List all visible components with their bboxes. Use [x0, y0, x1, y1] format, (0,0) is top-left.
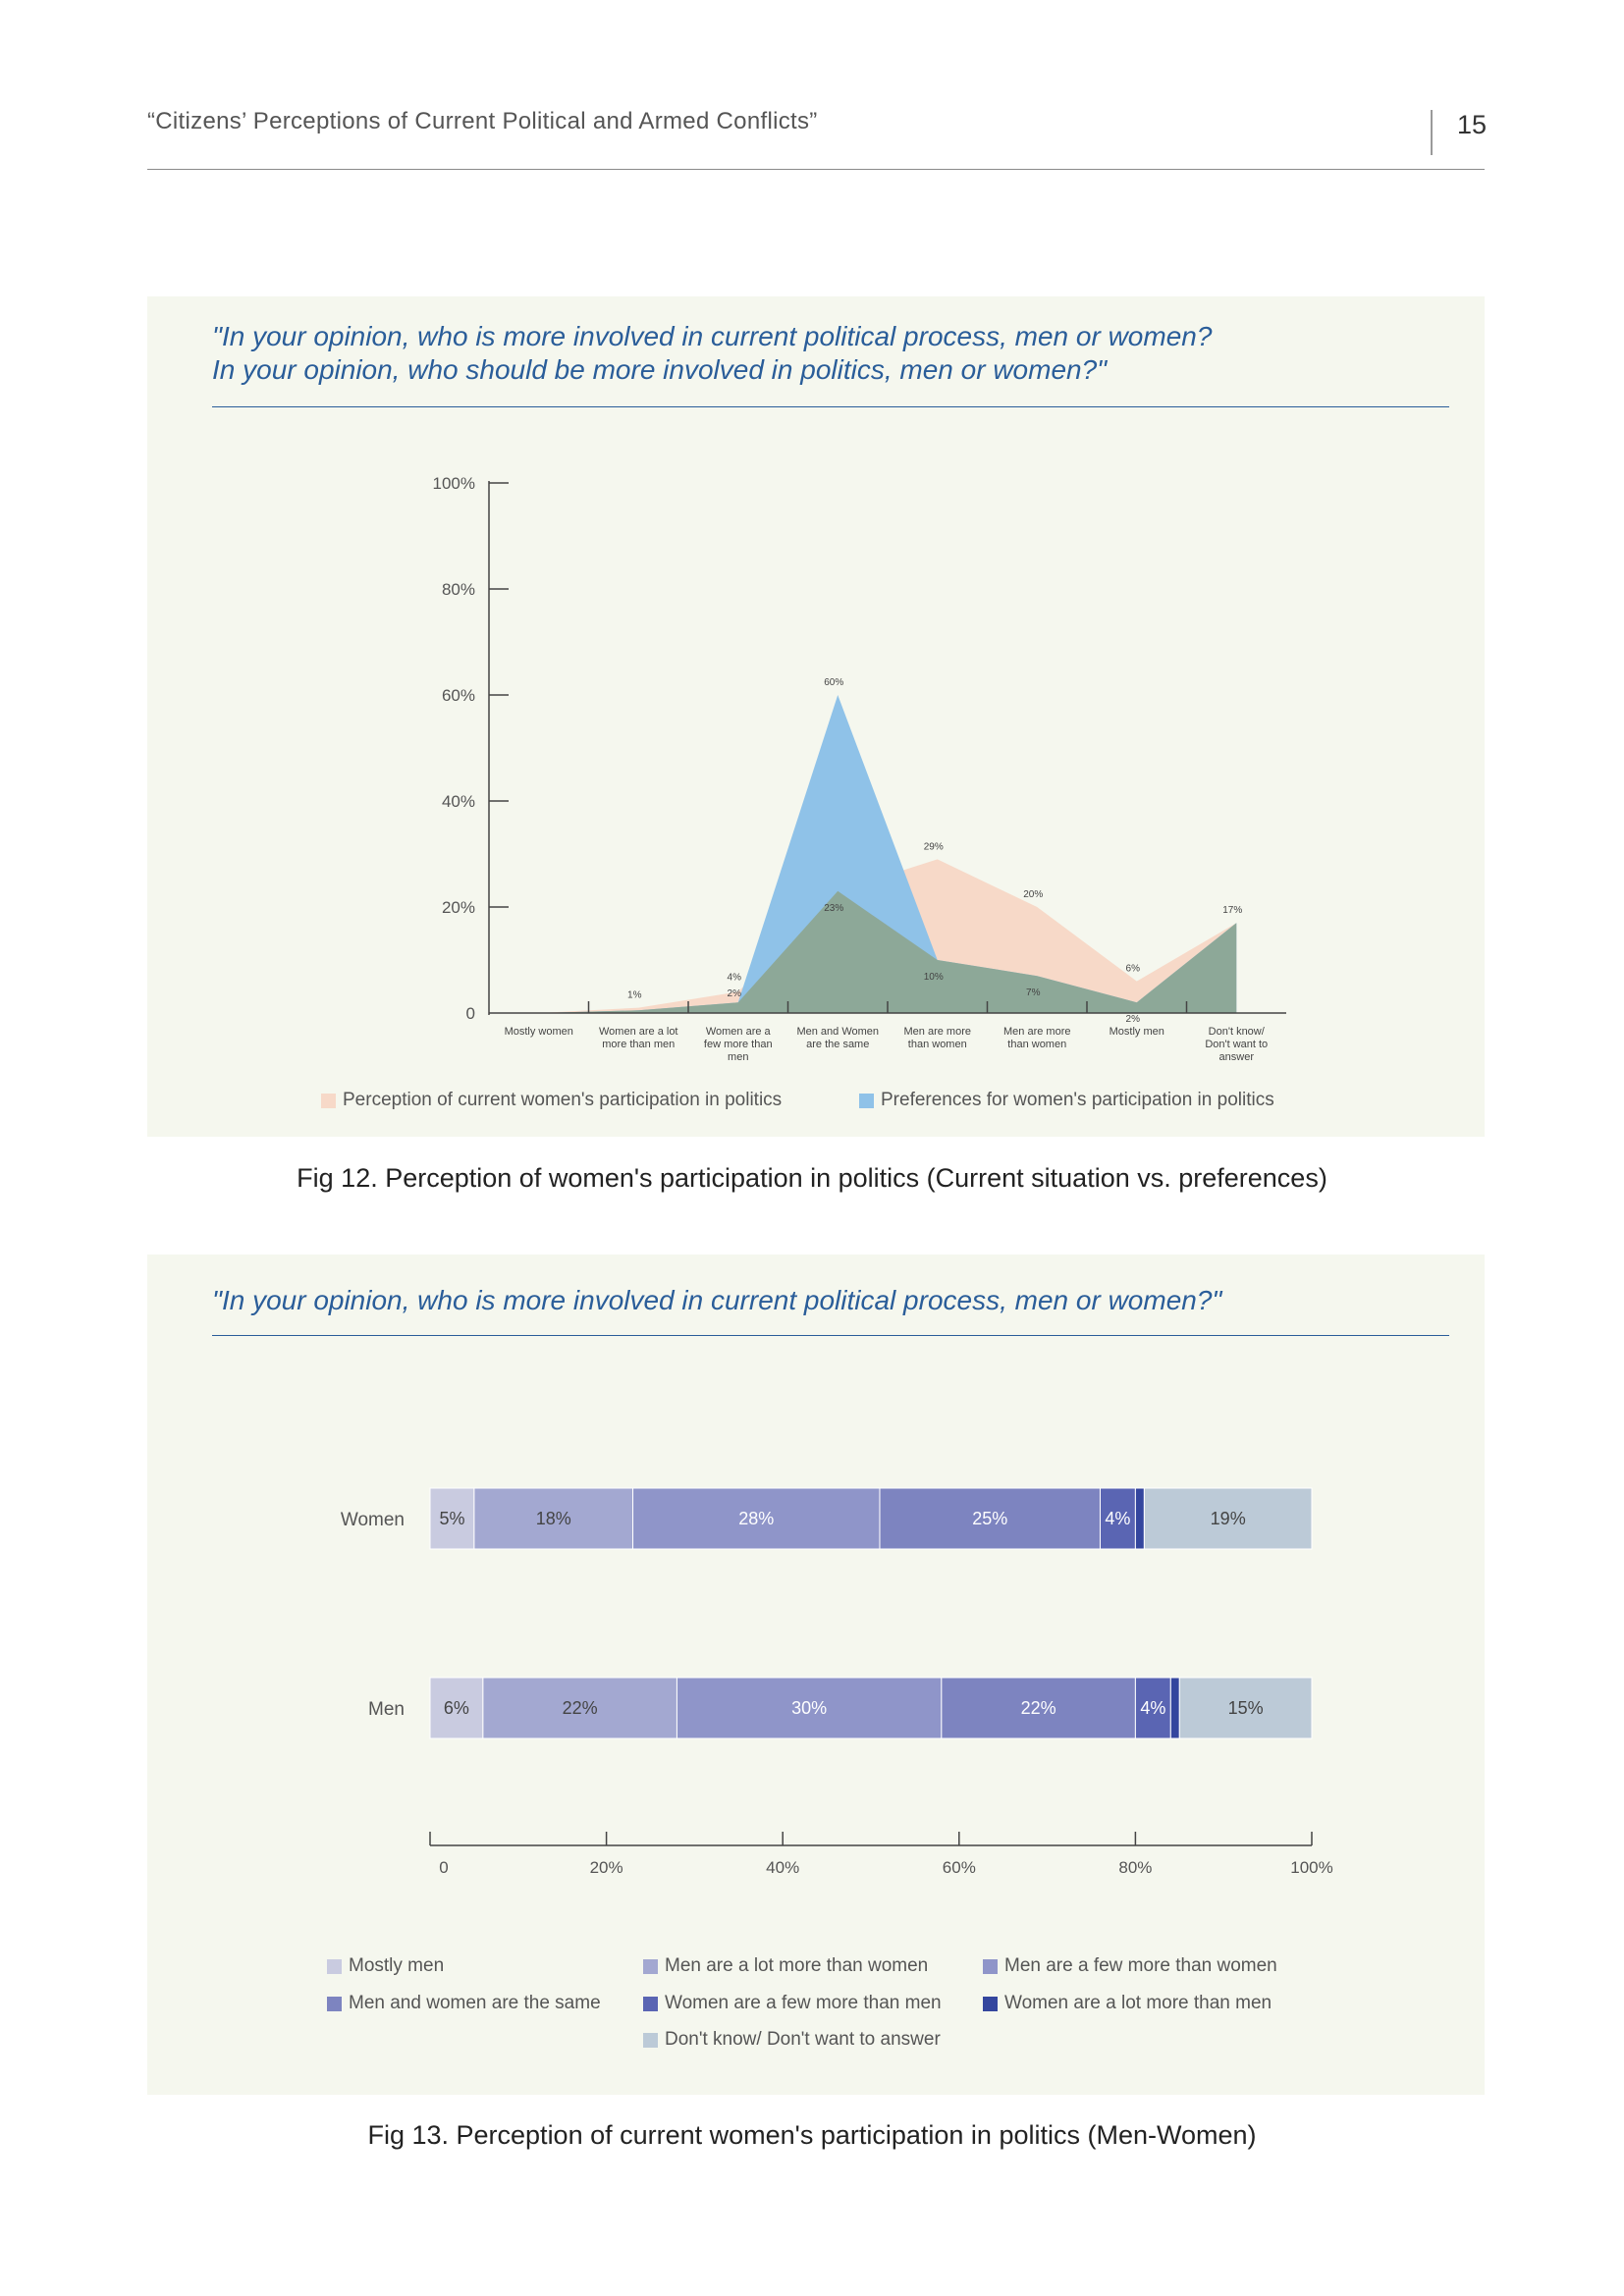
fig12-data-label: 10%: [924, 972, 944, 983]
fig13-legend-label: Mostly men: [349, 1955, 445, 1976]
fig13-bar-segment: [1134, 1677, 1171, 1739]
fig13-bar-segment: [632, 1487, 881, 1550]
fig12-area-1: [538, 695, 1237, 1013]
fig13-data-label: 4%: [1105, 1509, 1130, 1528]
fig12-caption: Fig 12. Perception of women's participat…: [297, 1163, 1327, 1193]
fig13-category-label: Women: [341, 1510, 405, 1530]
fig13-legend-swatch: [327, 1997, 342, 2011]
fig13-legend-label: Women are a lot more than men: [1004, 1993, 1272, 2013]
fig13-legend-label: Men are a few more than women: [1004, 1955, 1277, 1976]
fig13-legend-swatch: [643, 1997, 658, 2011]
fig13-x-tick-label: 20%: [590, 1858, 623, 1877]
fig13-bar-segment: [1178, 1677, 1313, 1739]
fig13-bar-segment: [429, 1487, 475, 1550]
fig13-bar-segment: [429, 1677, 484, 1739]
fig13-legend-swatch: [983, 1997, 998, 2011]
fig13-bar-segment: [879, 1487, 1101, 1550]
fig13-data-label: 18%: [536, 1509, 571, 1528]
fig13-x-tick-label: 100%: [1290, 1858, 1332, 1877]
fig13-legend-swatch: [643, 1959, 658, 1974]
fig13-caption: Fig 13. Perception of current women's pa…: [367, 2120, 1257, 2150]
fig13-x-tick-label: 80%: [1118, 1858, 1152, 1877]
fig13-bar-segment: [482, 1677, 677, 1739]
fig13-legend-label: Women are a few more than men: [665, 1993, 942, 2013]
fig13-bar-segment: [676, 1677, 943, 1739]
fig13-data-label: 22%: [1021, 1698, 1056, 1718]
fig13-category-label: Men: [368, 1699, 405, 1720]
fig12-data-label: 2%: [728, 988, 742, 999]
fig13-question-rule: [212, 1335, 1449, 1336]
fig12-legend-swatch: [321, 1094, 336, 1108]
fig12-x-tick-label: Men and Women are the same: [796, 1026, 879, 1050]
fig13-legend-label: Men and women are the same: [349, 1993, 601, 2013]
fig13-data-label: 28%: [738, 1509, 774, 1528]
fig13-data-label: 5%: [439, 1509, 464, 1528]
fig12-y-tick-label: 60%: [442, 686, 475, 705]
fig12-data-label: 29%: [924, 841, 944, 852]
fig13-x-tick-label: 0: [439, 1858, 448, 1877]
fig12-data-label: 6%: [1126, 964, 1141, 975]
fig12-x-tick-label: Don't know/Don't want to answer: [1205, 1026, 1268, 1063]
fig12-question-rule: [212, 406, 1449, 407]
fig12-legend: Perception of current women's participat…: [147, 296, 1485, 1137]
fig12-data-label: 23%: [824, 903, 843, 914]
fig13-legend-swatch: [327, 1959, 342, 1974]
fig13-data-label: 4%: [1140, 1698, 1165, 1718]
fig12-x-tick-label: Men are more than women: [1003, 1026, 1070, 1050]
fig13-legend-label: Don't know/ Don't want to answer: [665, 2029, 941, 2050]
fig13-legend-swatch: [983, 1959, 998, 1974]
fig12-legend-label: Perception of current women's participat…: [343, 1090, 783, 1110]
fig12-x-tick-label: Men are more than women: [904, 1026, 971, 1050]
fig13-data-label: 15%: [1228, 1698, 1264, 1718]
fig13-data-label: 19%: [1211, 1509, 1246, 1528]
running-header-title: “Citizens’ Perceptions of Current Politi…: [147, 108, 818, 134]
fig13-panel: "In your opinion, who is more involved i…: [147, 1255, 1485, 2095]
fig13-data-label: 22%: [563, 1698, 598, 1718]
fig13-x-tick-label: 60%: [943, 1858, 976, 1877]
page-number: 15: [1457, 110, 1488, 139]
fig13-data-label: 30%: [791, 1698, 827, 1718]
fig12-question-line2: In your opinion, who should be more invo…: [212, 354, 1108, 385]
fig12-overlap-area: [538, 890, 1237, 1013]
fig12-x-tick-label: Women are a lot more than men: [599, 1026, 678, 1050]
fig12-data-label: 7%: [1026, 988, 1041, 998]
fig12-data-label: 2%: [1126, 1014, 1141, 1025]
fig13-bar-segment: [473, 1487, 634, 1550]
fig12-legend-label: Preferences for women's participation in…: [881, 1090, 1274, 1110]
fig12-data-label: 4%: [728, 972, 742, 983]
fig13-data-label: 25%: [972, 1509, 1007, 1528]
fig12-area-chart: 100% 80% 60% 40% 20% 0 Mostly women Women are a…: [433, 474, 1286, 1063]
fig13-legend-swatch: [643, 2033, 658, 2048]
fig13-stacked-bar-chart: Women 5% 18% 28% 25% 4% 19% Men 6% 22% 30% 22% 4% 15%…: [341, 1487, 1333, 1877]
fig12-data-label: 60%: [824, 677, 843, 688]
header-separator: [1431, 110, 1433, 155]
fig12-data-label: 17%: [1222, 905, 1242, 916]
fig12-question: "In your opinion, who is more involved i…: [212, 320, 1430, 387]
fig13-legend: Mostly men Men are a lot more than women M…: [147, 1255, 1485, 2095]
fig12-x-tick-label: Mostly men: [1110, 1026, 1164, 1038]
fig13-x-tick-label: 40%: [766, 1858, 799, 1877]
fig12-data-label: 20%: [1023, 889, 1043, 900]
fig12-y-tick-label: 100%: [433, 474, 475, 493]
fig12-question-line1: "In your opinion, who is more involved i…: [212, 321, 1213, 351]
fig12-y-tick-label: 80%: [442, 580, 475, 599]
fig12-y-tick-label: 0: [466, 1004, 475, 1023]
fig13-question: "In your opinion, who is more involved i…: [212, 1285, 1222, 1315]
fig13-legend-label: Men are a lot more than women: [665, 1955, 929, 1976]
fig12-y-tick-label: 40%: [442, 792, 475, 811]
fig12-x-tick-label: Mostly women: [505, 1026, 573, 1038]
fig12-data-label: 1%: [627, 990, 642, 1001]
fig12-y-tick-label: 20%: [442, 898, 475, 917]
fig12-panel: "In your opinion, who is more involved i…: [147, 296, 1485, 1137]
fig12-legend-swatch: [859, 1094, 874, 1108]
fig12-x-tick-label: Women are a few more than men: [704, 1026, 773, 1063]
fig13-bar-segment: [1143, 1487, 1313, 1550]
fig13-data-label: 6%: [444, 1698, 469, 1718]
header-rule: [147, 169, 1485, 170]
